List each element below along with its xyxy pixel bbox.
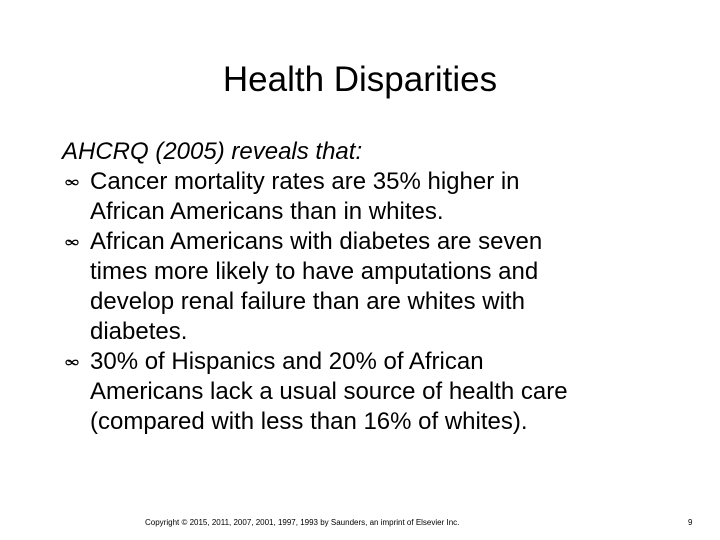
- bullet-line: develop renal failure than are whites wi…: [90, 288, 525, 315]
- intro-text: AHCRQ (2005) reveals that:: [62, 138, 363, 165]
- slide-title: Health Disparities: [222, 60, 498, 99]
- bullet-line: African Americans than in whites.: [90, 198, 444, 225]
- bullet-line: 30% of Hispanics and 20% of African: [90, 348, 484, 375]
- bullet-line: African Americans with diabetes are seve…: [90, 228, 543, 255]
- bullet-list: Cancer mortality rates are 35% higher in…: [62, 167, 702, 437]
- page-number: 9: [688, 518, 693, 527]
- bullet-line: Americans lack a usual source of health …: [90, 378, 568, 405]
- bullet-line: Cancer mortality rates are 35% higher in: [90, 168, 520, 195]
- bullet-line: (compared with less than 16% of whites).: [90, 408, 528, 435]
- infinity-bullet-icon: [65, 359, 79, 366]
- copyright-footer: Copyright © 2015, 2011, 2007, 2001, 1997…: [145, 518, 460, 527]
- bullet-item: Cancer mortality rates are 35% higher in…: [62, 167, 702, 227]
- bullet-item: African Americans with diabetes are seve…: [62, 227, 702, 347]
- bullet-line: times more likely to have amputations an…: [90, 258, 539, 285]
- bullet-item: 30% of Hispanics and 20% of African Amer…: [62, 347, 702, 437]
- infinity-bullet-icon: [65, 239, 79, 246]
- bullet-line: diabetes.: [90, 318, 188, 345]
- infinity-bullet-icon: [65, 179, 79, 186]
